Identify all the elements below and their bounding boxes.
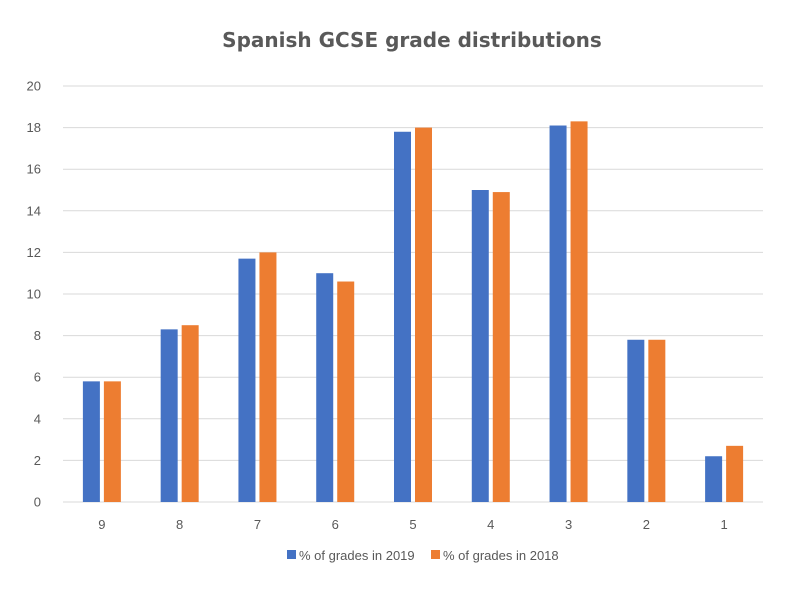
y-tick-label: 18 [27,120,41,135]
legend: % of grades in 2019 % of grades in 2018 [287,548,559,563]
bars [82,121,744,503]
legend-swatch [431,550,440,559]
bar-series-1-grade-2 [627,339,645,502]
y-tick-label: 20 [27,79,41,94]
x-tick-label: 6 [332,517,339,532]
y-tick-label: 4 [34,411,41,426]
bar-series-1-grade-5 [394,131,411,502]
y-tick-label: 14 [27,203,41,218]
y-tick-label: 16 [27,162,41,177]
x-tick-label: 3 [565,517,572,532]
legend-swatch [287,550,296,559]
bar-series-2-grade-4 [492,192,510,502]
y-tick-label: 0 [34,495,41,510]
bar-series-2-grade-1 [726,445,744,502]
bar-series-2-grade-2 [648,339,666,502]
y-tick-label: 2 [34,453,41,468]
x-tick-label: 8 [176,517,183,532]
y-axis-ticks: 0 2 4 6 8 10 12 14 16 18 20 [27,79,41,510]
y-tick-label: 6 [34,370,41,385]
bar-series-1-grade-8 [160,329,178,502]
bar-series-2-grade-6 [337,281,355,502]
bar-series-1-grade-6 [316,273,334,502]
gridlines [63,85,763,503]
bar-series-1-grade-4 [471,190,489,502]
x-tick-label: 2 [643,517,650,532]
bar-series-2-grade-7 [259,252,277,502]
chart-title: Spanish GCSE grade distributions [222,28,602,52]
bar-series-1-grade-7 [238,258,256,502]
y-tick-label: 10 [27,287,41,302]
bar-series-2-grade-9 [103,381,121,502]
x-tick-label: 7 [254,517,261,532]
legend-label: % of grades in 2019 [299,548,415,563]
bar-series-1-grade-9 [82,381,100,502]
bar-series-2-grade-8 [181,325,199,502]
y-tick-label: 8 [34,328,41,343]
x-tick-label: 9 [98,517,105,532]
legend-label: % of grades in 2018 [443,548,559,563]
bar-series-2-grade-3 [570,121,588,503]
x-axis-ticks: 9 8 7 6 5 4 3 2 1 [98,517,727,532]
x-tick-label: 5 [409,517,416,532]
bar-series-1-grade-1 [705,456,723,502]
x-tick-label: 4 [487,517,494,532]
bar-series-2-grade-5 [415,127,432,502]
bar-series-1-grade-3 [549,125,567,503]
x-tick-label: 1 [720,517,727,532]
y-tick-label: 12 [27,245,41,260]
